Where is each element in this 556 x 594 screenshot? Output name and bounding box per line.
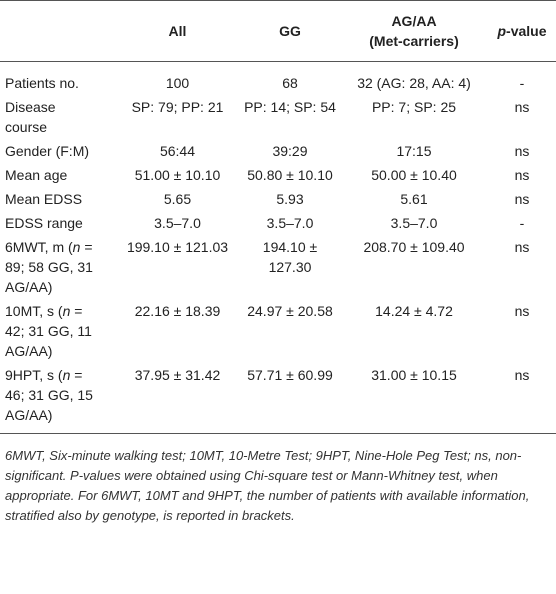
table-row: Patients no. 100 68 32 (AG: 28, AA: 4) - <box>0 62 556 96</box>
table-row: 10MT, s (n = 42; 31 GG, 11 AG/AA) 22.16 ±… <box>0 299 556 363</box>
table-cell: ns <box>514 303 530 319</box>
label-detail: n <box>62 303 71 319</box>
table-cell: PP: 7; SP: 25 <box>371 99 457 115</box>
header-row: All GG AG/AA (Met-carriers) p-value <box>0 0 556 62</box>
table-cell: SP: 79; PP: 21 <box>131 99 224 115</box>
table-cell: ns <box>514 167 530 183</box>
row-label: Gender (F:M) <box>0 139 115 163</box>
label-detail: n <box>62 367 71 383</box>
label-text: Gender (F:M) <box>5 143 90 159</box>
label-detail: n <box>72 239 81 255</box>
label-text: EDSS range <box>5 215 83 231</box>
row-label: Disease course <box>0 95 115 139</box>
label-detail: ( <box>57 303 63 319</box>
label-text: 9HPT, s <box>5 367 55 383</box>
header-line: AG/AA <box>391 13 437 29</box>
label-text: 10MT, s <box>5 303 55 319</box>
header-cell: AG/AA (Met-carriers) <box>340 1 488 62</box>
header-cell <box>0 1 115 62</box>
table-cell: 22.16 ± 18.39 <box>134 303 221 319</box>
table-cell: 3.5–7.0 <box>266 215 314 231</box>
table-row: 6MWT, m (n = 89; 58 GG, 31 AG/AA) 199.10 … <box>0 235 556 299</box>
row-label: Mean age <box>0 163 115 187</box>
table-cell: 24.97 ± 20.58 <box>247 303 333 319</box>
row-label: EDSS range <box>0 211 115 235</box>
label-detail: = 46; 31 GG, 15 AG/AA) <box>5 367 93 423</box>
label-text: Disease course <box>5 99 56 135</box>
table-cell: - <box>519 215 525 231</box>
table-row: EDSS range 3.5–7.0 3.5–7.0 3.5–7.0 - <box>0 211 556 235</box>
table-cell: 3.5–7.0 <box>154 215 201 231</box>
header-text: -value <box>506 23 547 39</box>
table-cell: 5.61 <box>400 191 428 207</box>
label-detail: = 89; 58 GG, 31 AG/AA) <box>5 239 93 295</box>
table-cell: 14.24 ± 4.72 <box>375 303 453 319</box>
table-cell: 39:29 <box>272 143 308 159</box>
header-cell: p-value <box>488 1 556 62</box>
table-cell: 32 (AG: 28, AA: 4) <box>357 75 471 91</box>
table-cell: ns <box>514 239 530 255</box>
table-cell: 194.10 ± 127.30 <box>262 239 318 275</box>
table-row: Gender (F:M) 56:44 39:29 17:15 ns <box>0 139 556 163</box>
label-text: Mean EDSS <box>5 191 83 207</box>
header-cell: All <box>168 23 187 39</box>
table-cell: 208.70 ± 109.40 <box>363 239 465 255</box>
header-cell: GG <box>279 23 301 39</box>
table-cell: 5.93 <box>276 191 304 207</box>
table-body: Patients no. 100 68 32 (AG: 28, AA: 4) - Dise… <box>0 62 556 434</box>
table-row: Mean age 51.00 ± 10.10 50.80 ± 10.10 50.00 … <box>0 163 556 187</box>
table-cell: 50.80 ± 10.10 <box>247 167 333 183</box>
row-label: 6MWT, m (n = 89; 58 GG, 31 AG/AA) <box>0 235 115 299</box>
label-detail: ( <box>68 239 73 255</box>
table-cell: 17:15 <box>396 143 432 159</box>
label-text: Mean age <box>5 167 68 183</box>
label-text: Patients no. <box>5 75 79 91</box>
table-cell: PP: 14; SP: 54 <box>244 99 336 115</box>
table-cell: 5.65 <box>163 191 192 207</box>
header-symbol: p <box>497 23 507 39</box>
row-label: 9HPT, s (n = 46; 31 GG, 15 AG/AA) <box>0 363 115 434</box>
table-cell: 100 <box>165 75 190 91</box>
row-label: Mean EDSS <box>0 187 115 211</box>
table-cell: ns <box>514 191 530 207</box>
table-cell: 31.00 ± 10.15 <box>371 367 457 383</box>
table-row: Disease course SP: 79; PP: 21 PP: 14; SP: … <box>0 95 556 139</box>
label-text: 6MWT, m <box>5 239 65 255</box>
table-cell: ns <box>514 367 530 383</box>
label-detail: = 42; 31 GG, 11 AG/AA) <box>5 303 92 359</box>
label-detail: ( <box>57 367 63 383</box>
row-label: 10MT, s (n = 42; 31 GG, 11 AG/AA) <box>0 299 115 363</box>
row-label: Patients no. <box>0 62 115 96</box>
table-cell: 57.71 ± 60.99 <box>247 367 333 383</box>
data-table: All GG AG/AA (Met-carriers) p-value Patie… <box>0 0 556 434</box>
table-row: 9HPT, s (n = 46; 31 GG, 15 AG/AA) 37.95 ±… <box>0 363 556 434</box>
table-row: Mean EDSS 5.65 5.93 5.61 ns <box>0 187 556 211</box>
footnote: 6MWT, Six-minute walking test; 10MT, 10-… <box>5 448 530 523</box>
header-line: (Met-carriers) <box>369 33 459 49</box>
table-cell: 37.95 ± 31.42 <box>134 367 221 383</box>
table-cell: 56:44 <box>159 143 196 159</box>
table-cell: 3.5–7.0 <box>390 215 438 231</box>
table-cell: - <box>519 75 525 91</box>
table-cell: 199.10 ± 121.03 <box>126 239 229 255</box>
table-cell: 68 <box>282 75 298 91</box>
table-header: All GG AG/AA (Met-carriers) p-value <box>0 0 556 62</box>
table-cell: 50.00 ± 10.40 <box>371 167 457 183</box>
table-cell: ns <box>514 99 530 115</box>
table-cell: 51.00 ± 10.10 <box>134 167 221 183</box>
table-cell: ns <box>514 143 530 159</box>
